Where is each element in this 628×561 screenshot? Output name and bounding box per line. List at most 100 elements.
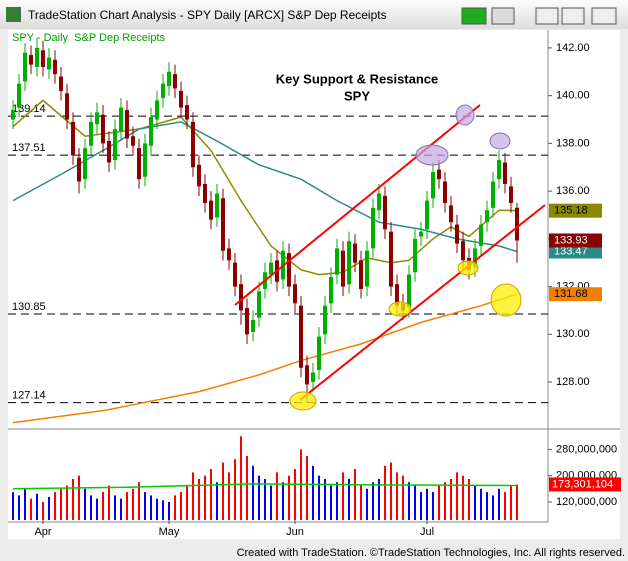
candle-body <box>89 121 93 146</box>
candle-body <box>395 284 399 306</box>
candle-body <box>77 157 81 182</box>
volume-bar <box>336 482 338 520</box>
candle-body <box>149 117 153 146</box>
volume-bar <box>420 492 422 520</box>
volume-bar <box>438 485 440 520</box>
x-tick-label: May <box>159 526 180 538</box>
level-label: 137.51 <box>12 142 46 154</box>
volume-bar <box>84 488 86 520</box>
volume-bar <box>108 485 110 520</box>
candle-body <box>323 305 327 335</box>
volume-bar <box>228 472 230 520</box>
volume-tick-label: 280,000,000 <box>556 443 617 455</box>
y-tick-label: 140.00 <box>556 90 590 102</box>
minimize-button[interactable] <box>535 7 559 25</box>
candle-body <box>497 160 501 180</box>
y-tick-label: 130.00 <box>556 328 590 340</box>
candle-body <box>455 224 459 244</box>
volume-bar <box>174 495 176 520</box>
candle-body <box>377 193 381 211</box>
candle-body <box>125 109 129 139</box>
volume-bar <box>186 485 188 520</box>
ma-value-tag: 131.68 <box>554 288 588 300</box>
ma-value-tag-bg <box>549 203 602 218</box>
volume-bar <box>270 485 272 520</box>
candle-body <box>503 162 507 184</box>
volume-bar <box>474 485 476 520</box>
candle-body <box>47 57 51 70</box>
s-button[interactable] <box>461 7 487 25</box>
menu-button[interactable] <box>491 7 515 25</box>
volume-bar <box>36 493 38 520</box>
volume-bar <box>168 501 170 520</box>
candle-body <box>29 55 33 65</box>
footer: Created with TradeStation. ©TradeStation… <box>237 547 625 559</box>
volume-bar <box>450 478 452 520</box>
candle-body <box>65 93 69 120</box>
volume-bar <box>384 465 386 520</box>
candle-body <box>317 336 321 371</box>
maximize-button[interactable] <box>561 7 585 25</box>
candle-body <box>143 143 147 177</box>
volume-bar <box>330 485 332 520</box>
volume-bar <box>408 482 410 520</box>
candle-body <box>179 90 183 108</box>
candle-body <box>341 250 345 287</box>
candle-body <box>443 181 447 204</box>
candle-body <box>251 319 255 332</box>
candle-body <box>293 284 297 304</box>
support-highlights <box>289 260 522 411</box>
volume-tag-bg <box>549 477 621 492</box>
candle-body <box>233 262 237 287</box>
volume-bar <box>216 482 218 520</box>
volume-bar <box>342 472 344 520</box>
candle-body <box>17 83 21 108</box>
volume-bar <box>456 472 458 520</box>
candle-body <box>173 74 177 89</box>
candle-body <box>11 109 15 120</box>
highlight <box>455 104 475 126</box>
volume-bar <box>360 485 362 520</box>
volume-bar <box>114 495 116 520</box>
window-title: TradeStation Chart Analysis - SPY Daily … <box>28 8 387 22</box>
volume-bar <box>348 478 350 520</box>
candle-body <box>137 148 141 180</box>
candle-body <box>371 207 375 249</box>
y-tick-label: 142.00 <box>556 42 590 54</box>
volume-bar <box>150 495 152 520</box>
volume-bar <box>504 492 506 520</box>
volume-bar <box>402 475 404 520</box>
candle-body <box>209 200 213 220</box>
volume-bar <box>372 482 374 520</box>
close-button[interactable] <box>591 7 617 25</box>
volume-bar <box>54 492 56 520</box>
candle-body <box>335 248 339 275</box>
volume-bar <box>324 478 326 520</box>
volume-bar <box>516 484 518 520</box>
x-tick-label: Jul <box>420 526 434 538</box>
volume-bar <box>240 436 242 520</box>
volume-bar <box>42 501 44 520</box>
candle-body <box>203 183 207 204</box>
candle-body <box>131 136 135 146</box>
candle-body <box>437 169 441 180</box>
volume-bar <box>12 492 14 520</box>
candle-body <box>479 224 483 246</box>
volume-bar <box>96 498 98 520</box>
volume-bar <box>180 492 182 520</box>
candle-body <box>41 50 45 67</box>
candle-body <box>311 372 315 383</box>
volume-bar <box>498 488 500 520</box>
volume-bar <box>234 459 236 520</box>
support-trendline <box>299 204 546 401</box>
volume-bar <box>30 498 32 520</box>
candle-body <box>407 274 411 309</box>
candle-body <box>257 291 261 318</box>
candle-body <box>59 76 63 91</box>
volume-bar <box>414 485 416 520</box>
candle-body <box>461 241 465 261</box>
volume-bar <box>72 478 74 520</box>
y-tick-label: 136.00 <box>556 185 590 197</box>
ma-value-tag: 135.18 <box>554 205 588 217</box>
